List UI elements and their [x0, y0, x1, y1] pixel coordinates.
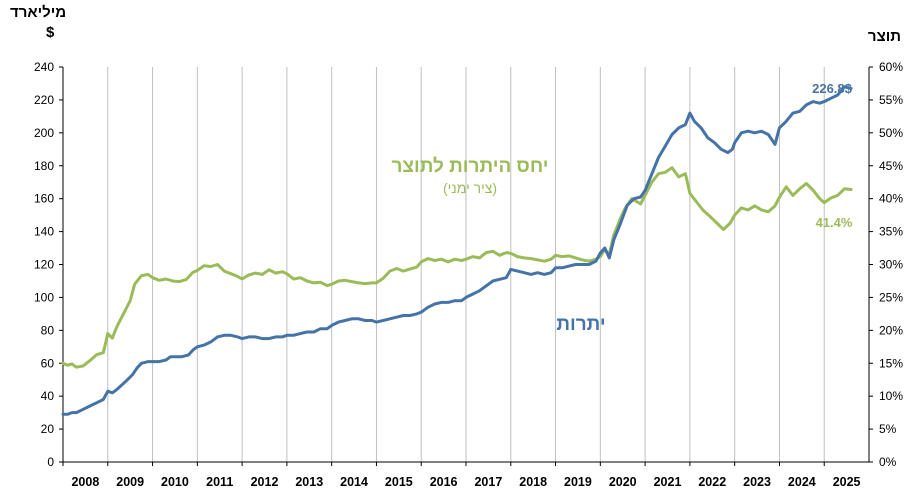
right-tick-label: 5%	[879, 422, 897, 436]
x-tick-label: 2013	[295, 475, 323, 489]
left-tick-label: 160	[34, 192, 54, 206]
right-tick-label: 15%	[879, 356, 903, 370]
left-tick-label: 20	[41, 422, 55, 436]
left-tick-label: 180	[34, 159, 54, 173]
right-tick-label: 60%	[879, 60, 903, 74]
reserves-series-label: יתרות	[556, 314, 605, 335]
left-tick-label: 220	[34, 93, 54, 107]
x-tick-label: 2018	[519, 475, 547, 489]
right-tick-label: 55%	[879, 93, 903, 107]
x-tick-label: 2019	[564, 475, 592, 489]
left-tick-label: 140	[34, 225, 54, 239]
right-tick-label: 0%	[879, 455, 897, 469]
reserves-end-value: 226.8$	[812, 81, 853, 96]
right-tick-label: 40%	[879, 192, 903, 206]
left-axis-unit-line1: מיליארד	[10, 4, 67, 21]
x-tick-label: 2009	[116, 475, 144, 489]
x-tick-label: 2015	[385, 475, 413, 489]
x-tick-label: 2016	[430, 475, 458, 489]
left-tick-label: 100	[34, 290, 54, 304]
left-tick-label: 120	[34, 258, 54, 272]
x-tick-label: 2017	[474, 475, 502, 489]
ratio-series-label: יחס היתרות לתוצר	[391, 156, 548, 177]
series-lines	[61, 85, 853, 416]
x-tick-label: 2012	[251, 475, 279, 489]
left-tick-label: 80	[41, 323, 55, 337]
x-tick-label: 2014	[340, 475, 368, 489]
x-tick-label: 2023	[743, 475, 771, 489]
x-tick-label: 2020	[609, 475, 637, 489]
left-tick-label: 60	[41, 356, 55, 370]
right-tick-label: 20%	[879, 323, 903, 337]
reserves-to-gdp-line	[61, 166, 853, 369]
left-axis-unit-line2: $	[46, 24, 55, 41]
right-tick-label: 10%	[879, 389, 903, 403]
right-tick-label: 50%	[879, 126, 903, 140]
x-tick-label: 2025	[833, 475, 861, 489]
left-tick-label: 200	[34, 126, 54, 140]
right-tick-label: 30%	[879, 258, 903, 272]
right-tick-label: 25%	[879, 290, 903, 304]
right-tick-label: 35%	[879, 225, 903, 239]
right-tick-label: 45%	[879, 159, 903, 173]
x-tick-label: 2021	[654, 475, 682, 489]
year-gridlines	[107, 67, 825, 462]
x-tick-label: 2024	[788, 475, 816, 489]
left-tick-label: 240	[34, 60, 54, 74]
reserves-line	[61, 85, 853, 416]
x-tick-label: 2011	[206, 475, 233, 489]
right-axis-unit: תוצר	[867, 28, 901, 45]
left-tick-label: 0	[47, 455, 54, 469]
x-tick-label: 2022	[698, 475, 726, 489]
x-tick-label: 2008	[71, 475, 99, 489]
left-tick-label: 40	[41, 389, 55, 403]
x-tick-label: 2010	[161, 475, 189, 489]
ratio-end-value: 41.4%	[816, 215, 853, 230]
ratio-series-note: (ציר ימני)	[443, 180, 497, 196]
axes: 0 20 40 60 80 100 120 140 160 180 200 220 240 0% 5% 10%…	[34, 60, 903, 489]
series-labels: יתרות יחס היתרות לתוצר (ציר ימני) 226.8$ 41.…	[391, 81, 852, 335]
